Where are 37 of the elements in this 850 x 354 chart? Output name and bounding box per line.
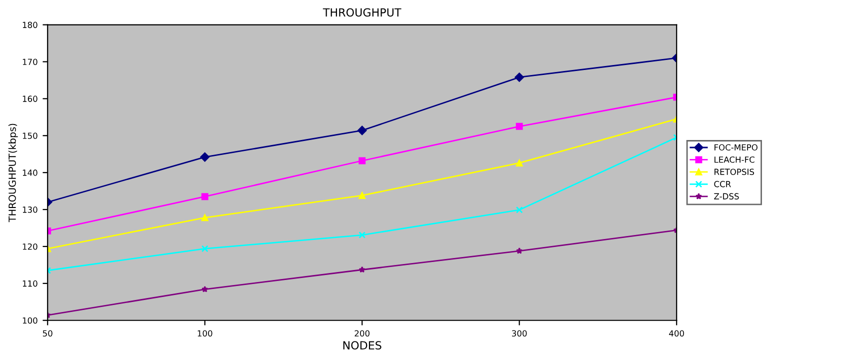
point — [516, 206, 523, 214]
point — [357, 126, 367, 136]
point — [358, 157, 366, 164]
legend-label: CCR — [714, 180, 731, 188]
chart-title: THROUGHPUT — [322, 8, 402, 17]
x-tick-label: 50 — [42, 330, 52, 337]
point — [201, 193, 208, 200]
legend-label: Z-DSS — [714, 193, 739, 200]
point — [358, 192, 366, 199]
x-tick-label: 100 — [198, 330, 212, 337]
legend-label: RETOPSIS — [714, 168, 754, 175]
y-tick-label: 110 — [22, 280, 38, 287]
y-tick-label: 150 — [22, 132, 38, 139]
point — [201, 214, 208, 222]
y-tick-label: 170 — [22, 58, 38, 66]
point — [202, 286, 208, 292]
point — [516, 122, 523, 130]
legend-label: LEACH-FC — [714, 156, 754, 163]
point — [200, 152, 210, 162]
y-tick-label: 100 — [22, 317, 38, 324]
point — [516, 159, 523, 166]
x-tick-label: 400 — [669, 330, 684, 337]
y-tick-label: 160 — [22, 96, 38, 102]
y-tick-label: 120 — [22, 243, 38, 250]
y-tick-label: 130 — [22, 206, 38, 213]
point — [201, 245, 208, 252]
legend-label: FOC-MEPO — [714, 144, 758, 151]
point — [516, 247, 523, 254]
point — [514, 72, 524, 82]
x-tick-label: 300 — [512, 330, 527, 337]
x-axis-title: NODES — [343, 341, 382, 350]
point — [358, 266, 366, 273]
y-tick-label: 140 — [22, 170, 38, 176]
x-tick-label: 200 — [354, 330, 370, 337]
y-axis-title: THROUGHPUT(kbps) — [8, 124, 18, 222]
point — [358, 232, 366, 238]
y-tick-label: 180 — [22, 22, 38, 28]
